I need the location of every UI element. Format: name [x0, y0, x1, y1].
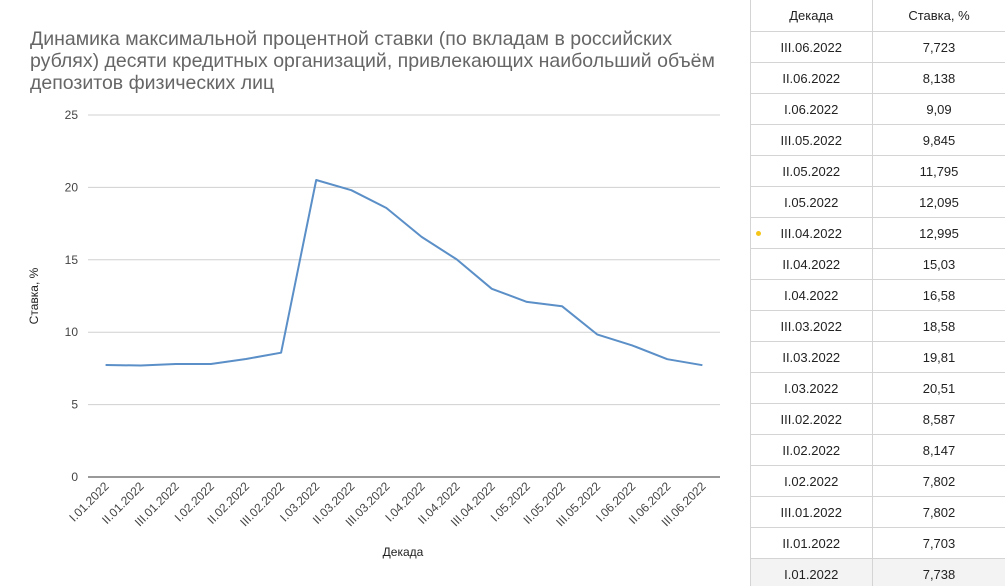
table-cell-rate: 16,58 [872, 279, 1005, 311]
table-cell-decade: II.04.2022 [751, 248, 873, 280]
table-cell-decade: III.06.2022 [751, 31, 873, 63]
table-cell-rate: 19,81 [872, 341, 1005, 373]
table-cell-rate: 9,845 [872, 124, 1005, 156]
table-row: II.05.2022 11,795 [751, 155, 1005, 187]
table-cell-rate: 9,09 [872, 93, 1005, 125]
table-cell-rate: 8,587 [872, 403, 1005, 435]
data-table: Декада Ставка, % III.06.2022 7,723 II.06.2… [751, 0, 1005, 586]
data-point [140, 364, 142, 366]
data-point [350, 189, 352, 191]
data-point [421, 236, 423, 238]
table-cell-decade: II.06.2022 [751, 62, 873, 94]
table-cell-decade: II.05.2022 [751, 155, 873, 187]
table-cell-decade: II.01.2022 [751, 527, 873, 559]
data-point [666, 358, 668, 360]
table-cell-rate: 20,51 [872, 372, 1005, 404]
table-cell-rate: 7,738 [872, 558, 1005, 586]
table-cell-decade: I.01.2022 [751, 558, 873, 586]
y-tick-label: 15 [65, 253, 79, 267]
y-tick-label: 10 [65, 325, 79, 339]
chart-svg: 0510152025I.01.2022II.01.2022III.01.2022… [27, 108, 720, 559]
table-cell-rate: 12,995 [872, 217, 1005, 249]
table-cell-rate: 12,095 [872, 186, 1005, 218]
table-row: II.02.2022 8,147 [751, 434, 1005, 466]
table-cell-decade: I.02.2022 [751, 465, 873, 497]
table-row: II.04.2022 15,03 [751, 248, 1005, 280]
table-row: III.06.2022 7,723 [751, 31, 1005, 63]
y-tick-label: 25 [65, 108, 79, 122]
table-cell-decade: I.03.2022 [751, 372, 873, 404]
table-cell-rate: 7,703 [872, 527, 1005, 559]
data-point [210, 363, 212, 365]
table-row: II.01.2022 7,703 [751, 527, 1005, 559]
table-cell-rate: 7,802 [872, 496, 1005, 528]
table-row: III.05.2022 9,845 [751, 124, 1005, 156]
table-cell-decade: III.03.2022 [751, 310, 873, 342]
table-header-row: Декада Ставка, % [751, 0, 1005, 32]
table-row: I.05.2022 12,095 [751, 186, 1005, 218]
data-point [175, 363, 177, 365]
table-row: II.06.2022 8,138 [751, 62, 1005, 94]
table-cell-decade: I.04.2022 [751, 279, 873, 311]
table-row: I.02.2022 7,802 [751, 465, 1005, 497]
table-cell-rate: 8,147 [872, 434, 1005, 466]
data-point [315, 179, 317, 181]
table-row: III.03.2022 18,58 [751, 310, 1005, 342]
row-marker-dot [756, 231, 761, 236]
column-header-rate: Ставка, % [872, 0, 1005, 32]
y-tick-label: 0 [71, 470, 78, 484]
table-cell-rate: 15,03 [872, 248, 1005, 280]
data-point [280, 352, 282, 354]
table-cell-decade: III.04.2022 [751, 217, 873, 249]
table-row: III.02.2022 8,587 [751, 403, 1005, 435]
table-cell-rate: 18,58 [872, 310, 1005, 342]
y-axis-title: Ставка, % [27, 267, 41, 324]
data-point [245, 358, 247, 360]
table-cell-rate: 11,795 [872, 155, 1005, 187]
y-tick-label: 20 [65, 180, 79, 194]
data-point [456, 258, 458, 260]
table-row: III.04.2022 12,995 [751, 217, 1005, 249]
data-point [526, 301, 528, 303]
table-cell-decade: II.03.2022 [751, 341, 873, 373]
data-point [491, 288, 493, 290]
data-point [596, 333, 598, 335]
data-point [631, 344, 633, 346]
data-point [385, 207, 387, 209]
table-row: I.06.2022 9,09 [751, 93, 1005, 125]
table-cell-decade: III.05.2022 [751, 124, 873, 156]
table-row: I.01.2022 7,738 [751, 558, 1005, 586]
line-chart: Динамика максимальной процентной ставки … [27, 28, 720, 559]
table-cell-decade: III.02.2022 [751, 403, 873, 435]
table-cell-decade: I.06.2022 [751, 93, 873, 125]
table-cell-decade: III.01.2022 [751, 496, 873, 528]
table-cell-decade: II.02.2022 [751, 434, 873, 466]
series-line [105, 179, 703, 367]
table-row: I.04.2022 16,58 [751, 279, 1005, 311]
data-point [105, 364, 107, 366]
x-axis-title: Декада [383, 545, 424, 559]
table-cell-decade-text: III.04.2022 [780, 225, 842, 241]
column-header-decade: Декада [751, 0, 873, 32]
data-point [561, 305, 563, 307]
data-table-panel: Декада Ставка, % III.06.2022 7,723 II.06.2… [750, 0, 1005, 586]
y-tick-label: 5 [71, 398, 78, 412]
data-point [701, 364, 703, 366]
table-cell-rate: 7,723 [872, 31, 1005, 63]
table-cell-decade: I.05.2022 [751, 186, 873, 218]
table-row: I.03.2022 20,51 [751, 372, 1005, 404]
table-row: III.01.2022 7,802 [751, 496, 1005, 528]
table-cell-rate: 8,138 [872, 62, 1005, 94]
chart-title: Динамика максимальной процентной ставки … [30, 28, 715, 94]
table-cell-rate: 7,802 [872, 465, 1005, 497]
table-row: II.03.2022 19,81 [751, 341, 1005, 373]
